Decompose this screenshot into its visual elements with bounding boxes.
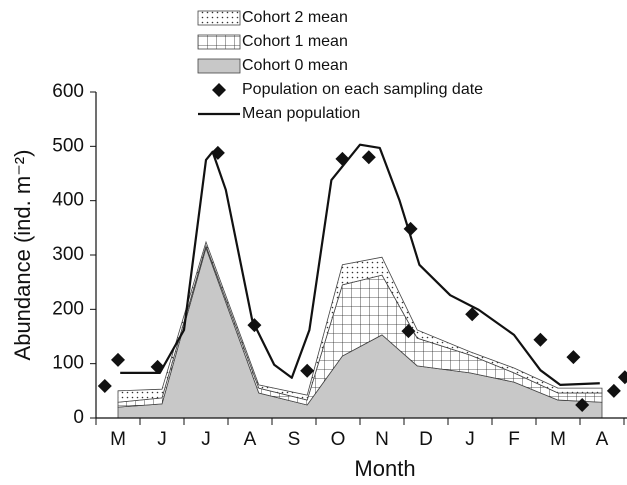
y-axis-title: Abundance (ind. m⁻²) [10,150,35,361]
sample-point [361,150,376,165]
legend-marker [212,83,226,97]
cohort-area [117,240,603,403]
legend-label: Cohort 1 mean [242,33,348,50]
sample-point [575,397,590,412]
x-tick-label: D [419,429,433,450]
sample-point [401,324,416,339]
legend-swatch [197,10,241,26]
x-tick-label: J [157,429,167,450]
sample-point [465,307,480,322]
x-axis-title: Month [354,456,415,481]
y-tick-label: 200 [52,298,84,319]
legend-swatch [197,58,241,74]
sample-point [566,350,581,365]
sample-point [533,332,548,347]
x-tick-label: A [244,429,257,450]
x-tick-label: M [110,429,126,450]
x-tick-label: F [508,429,520,450]
sample-point [111,352,125,367]
x-tick-label: M [550,429,566,450]
y-tick-label: 500 [52,135,84,156]
y-tick-label: 100 [52,353,84,374]
x-tick-label: S [288,429,301,450]
x-tick-label: O [331,429,346,450]
y-tick-label: 300 [52,244,84,265]
legend-label: Mean population [242,105,360,122]
legend-label: Population on each sampling date [242,81,483,98]
sample-point [617,370,627,385]
x-tick-label: J [201,429,211,450]
legend-swatch [197,34,241,50]
sample-point [97,378,112,393]
sample-point [300,363,315,378]
y-tick-label: 400 [52,190,84,211]
y-tick-label: 0 [73,407,84,428]
mean-line [120,143,600,386]
x-tick-label: N [375,429,389,450]
y-tick-label: 600 [52,81,84,102]
legend-label: Cohort 0 mean [242,57,348,74]
x-tick-label: J [465,429,475,450]
x-tick-label: A [596,429,609,450]
sample-point [606,383,621,398]
legend-label: Cohort 2 mean [242,9,348,26]
